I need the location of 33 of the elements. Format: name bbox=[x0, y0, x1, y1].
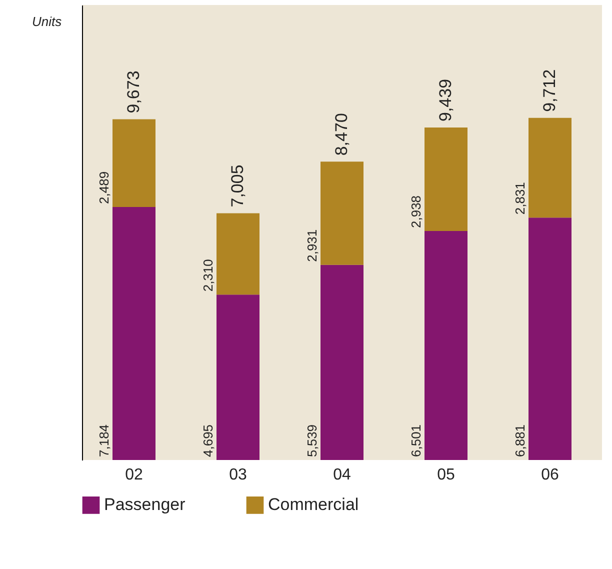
data-label: 7,184 bbox=[96, 424, 112, 457]
data-label: 2,310 bbox=[200, 259, 216, 292]
data-label: 2,931 bbox=[304, 229, 320, 262]
text: Units bbox=[32, 14, 62, 29]
x-tick-label: 03 bbox=[229, 466, 247, 484]
bar bbox=[528, 218, 572, 460]
total-label: 7,005 bbox=[228, 164, 247, 208]
bar bbox=[216, 294, 260, 460]
total-label: 9,673 bbox=[124, 70, 143, 114]
bar bbox=[320, 162, 364, 265]
x-tick-label: 02 bbox=[125, 466, 143, 484]
total-label: 8,470 bbox=[332, 113, 351, 156]
data-label: 5,539 bbox=[304, 424, 320, 457]
data-label: 2,938 bbox=[408, 195, 424, 228]
total-label: 9,439 bbox=[436, 78, 455, 122]
bar bbox=[112, 206, 156, 460]
legend-label: Commercial bbox=[268, 495, 359, 514]
bar bbox=[216, 213, 260, 295]
data-label: 2,489 bbox=[96, 171, 112, 204]
x-tick-label: 04 bbox=[333, 466, 351, 484]
bar bbox=[424, 231, 468, 460]
legend-label: Passenger bbox=[104, 495, 186, 514]
bar bbox=[320, 264, 364, 460]
x-tick-label: 05 bbox=[437, 466, 455, 484]
data-label: 4,695 bbox=[200, 424, 216, 457]
x-tick-label: 06 bbox=[541, 466, 559, 484]
total-label: 9,712 bbox=[540, 69, 559, 112]
bar bbox=[424, 128, 468, 231]
data-label: 6,501 bbox=[408, 424, 424, 457]
data-label: 2,831 bbox=[512, 182, 528, 215]
bar bbox=[528, 118, 572, 218]
bar bbox=[112, 119, 156, 207]
data-label: 6,881 bbox=[512, 424, 528, 457]
